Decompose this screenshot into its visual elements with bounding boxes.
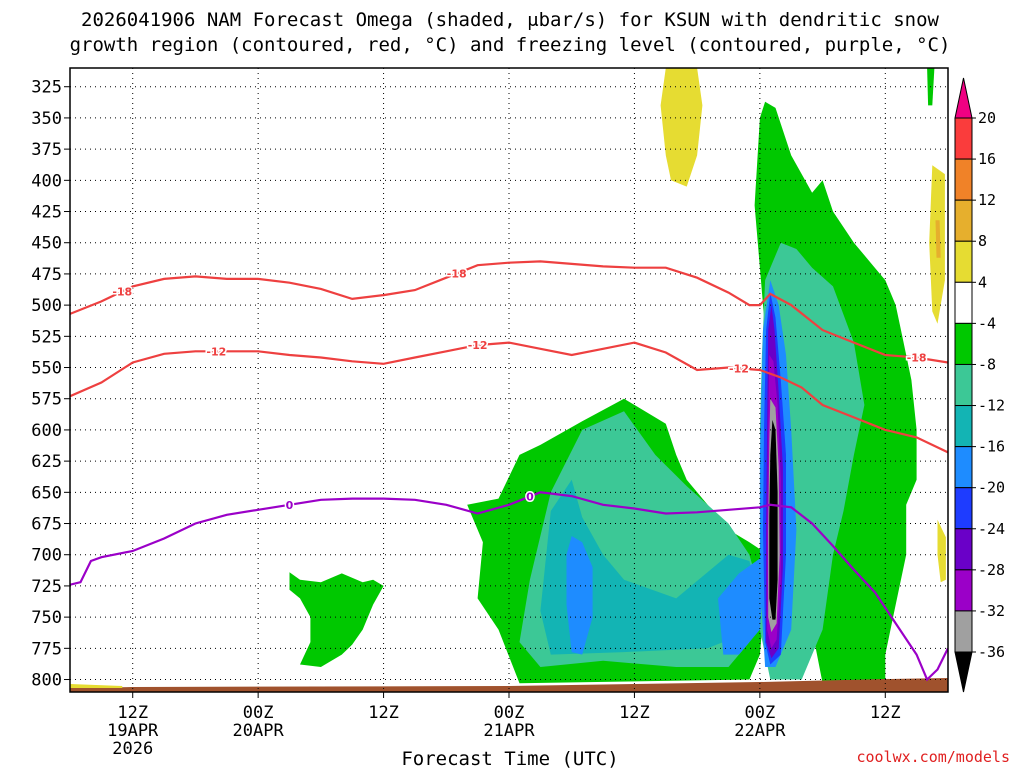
colorbar-arrow-top	[954, 77, 973, 119]
colorbar-box-3	[954, 240, 973, 283]
x-tick-label-63-0: 00Z	[744, 703, 775, 723]
terrain-layer	[70, 678, 948, 692]
y-tick-label-800: 800	[31, 671, 62, 691]
omega-region-10	[540, 479, 760, 655]
x-tick-label-27-0: 12Z	[368, 703, 399, 723]
y-tick-label-325: 325	[31, 78, 62, 98]
y-tick-label-525: 525	[31, 327, 62, 347]
contour-label--18-0: -18	[112, 285, 132, 298]
colorbar-box-1	[954, 158, 973, 201]
omega-colorbar: 20 16 12 8 4 -4 -8 -12 -16 -20 -24 -28 -32 -36	[954, 77, 1005, 693]
contour-label-0-0: 0	[286, 499, 294, 512]
credit-text: coolwx.com/models	[856, 748, 1010, 766]
y-tick-label-750: 750	[31, 608, 62, 628]
y-tick-label-350: 350	[31, 109, 62, 129]
colorbar-label-11: -28	[978, 561, 1005, 579]
y-tick-label-700: 700	[31, 546, 62, 566]
omega-shading	[289, 68, 946, 684]
colorbar-label-6: -8	[978, 355, 996, 373]
x-tick-label-63-1: 22APR	[734, 721, 786, 741]
y-tick-label-475: 475	[31, 265, 62, 285]
y-tick-label-650: 650	[31, 483, 62, 503]
contour-label--12-2: -12	[729, 362, 749, 375]
colorbar-box-6	[954, 363, 973, 407]
ground-terrain	[70, 678, 948, 692]
colorbar-label-5: -4	[978, 314, 996, 332]
colorbar-box-0	[954, 117, 973, 160]
y-tick-label-575: 575	[31, 390, 62, 410]
y-tick-label-725: 725	[31, 577, 62, 597]
y-tick-label-425: 425	[31, 203, 62, 223]
near-surface-omega	[70, 684, 123, 688]
contour-line--18	[70, 260, 948, 364]
x-tick-label-3-0: 12Z	[117, 703, 148, 723]
omega-region-7	[289, 572, 384, 667]
y-tick-label-675: 675	[31, 515, 62, 535]
colorbar-box-2	[954, 199, 973, 242]
contour-label-0-1: 0	[526, 490, 534, 503]
colorbar-label-8: -16	[978, 438, 1005, 456]
colorbar-box-10	[954, 528, 973, 571]
omega-region-18	[769, 419, 778, 620]
y-tick-label-550: 550	[31, 359, 62, 379]
omega-region-0	[660, 68, 703, 187]
colorbar-box-8	[954, 446, 973, 489]
colorbar-label-0: 20	[978, 109, 996, 127]
contour-label--12-0: -12	[206, 345, 226, 358]
y-tick-label-775: 775	[31, 639, 62, 659]
colorbar-box-11	[954, 569, 973, 612]
chart-title: 2026041906 NAM Forecast Omega (shaded, μ…	[70, 9, 951, 56]
colorbar-label-13: -36	[978, 643, 1005, 661]
x-axis-title: Forecast Time (UTC)	[401, 748, 618, 768]
colorbar-label-4: 4	[978, 273, 987, 291]
temperature-contours: -18 -18 -18 -12 -12 -12 0 0	[70, 260, 948, 682]
contour-line--12	[70, 341, 948, 454]
gridlines	[70, 68, 948, 692]
colorbar-label-10: -24	[978, 520, 1005, 538]
x-tick-label-39-0: 00Z	[494, 703, 525, 723]
x-tick-label-39-1: 21APR	[483, 721, 535, 741]
y-tick-label-600: 600	[31, 421, 62, 441]
colorbar-label-1: 16	[978, 150, 996, 168]
contour-label--18-2: -18	[907, 352, 927, 365]
y-tick-label-500: 500	[31, 296, 62, 316]
pressure-axis: 325 350 375 400 425 450 475 500 525 550 575 600 625 6…	[31, 78, 70, 691]
y-tick-label-375: 375	[31, 140, 62, 160]
colorbar-label-9: -20	[978, 479, 1005, 497]
colorbar-label-12: -32	[978, 602, 1005, 620]
x-tick-label-51-0: 12Z	[619, 703, 650, 723]
colorbar-box-4	[954, 281, 973, 324]
x-tick-label-3-2: 2026	[112, 739, 153, 759]
omega-region-2	[935, 220, 941, 258]
title-line-2: growth region (contoured, red, °C) and f…	[70, 34, 951, 56]
omega-region-11	[566, 536, 593, 655]
colorbar-label-2: 12	[978, 191, 996, 209]
colorbar-box-5	[954, 322, 973, 365]
colorbar-label-3: 8	[978, 232, 987, 250]
x-tick-label-3-1: 19APR	[107, 721, 159, 741]
colorbar-arrow-bottom	[954, 651, 973, 693]
omega-region-3	[937, 519, 946, 583]
omega-region-12	[718, 554, 766, 655]
x-tick-label-15-0: 00Z	[243, 703, 274, 723]
x-tick-label-75-0: 12Z	[870, 703, 901, 723]
colorbar-box-7	[954, 405, 973, 448]
colorbar-box-12	[954, 610, 973, 653]
y-tick-label-625: 625	[31, 452, 62, 472]
y-tick-label-450: 450	[31, 234, 62, 254]
contour-label--18-1: -18	[447, 268, 467, 281]
colorbar-label-7: -12	[978, 397, 1005, 415]
colorbar-box-9	[954, 487, 973, 530]
contour-label--12-1: -12	[468, 339, 488, 352]
title-line-1: 2026041906 NAM Forecast Omega (shaded, μ…	[81, 9, 939, 31]
x-tick-label-15-1: 20APR	[233, 721, 285, 741]
y-tick-label-400: 400	[31, 171, 62, 191]
contour-line-0	[70, 491, 948, 682]
